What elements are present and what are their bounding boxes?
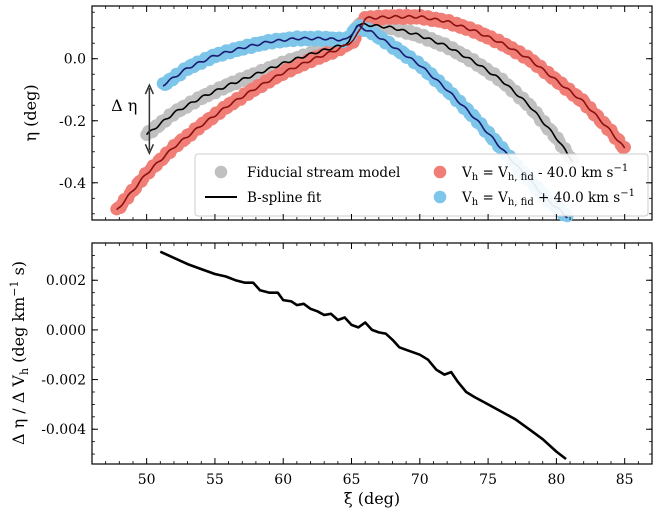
arrow-head-up [144, 83, 155, 95]
legend-box [194, 153, 649, 217]
y-tick-label: 0.000 [46, 323, 86, 339]
y-tick-label: -0.4 [59, 176, 86, 192]
derivative-line [159, 250, 567, 461]
delta-eta-annotation: Δ η [111, 83, 155, 156]
x-tick-label: 50 [138, 472, 156, 488]
legend: Fiducial stream model B-spline fit Vh = Vh… [194, 153, 649, 217]
x-tick-label: 55 [206, 472, 224, 488]
bottom-y-axis-label: Δ η / Δ Vh (deg km−1 s) [8, 261, 31, 445]
legend-marker-fiducial [214, 165, 228, 179]
legend-marker-vh-2 [433, 165, 447, 179]
fit-line-2 [162, 23, 568, 219]
x-axis-label: ξ (deg) [344, 489, 400, 508]
bottom-axis-ticks: 50 55 60 65 70 75 80 85 0.002 0.000 -0.002 -0.004 [41, 242, 653, 488]
fit-line-1 [116, 14, 626, 211]
arrow-head-down [144, 144, 155, 156]
y-tick-label: -0.002 [41, 373, 86, 389]
fit-line-0 [145, 22, 574, 163]
delta-eta-label: Δ η [111, 96, 137, 115]
top-y-axis-label: η (deg) [21, 84, 40, 141]
y-tick-label: -0.2 [59, 114, 86, 130]
y-tick-label: 0.0 [64, 52, 86, 68]
x-tick-label: 85 [616, 472, 634, 488]
x-tick-label: 65 [343, 472, 361, 488]
legend-label-fiducial: Fiducial stream model [247, 165, 400, 181]
legend-marker-vh-3 [433, 190, 447, 204]
top-axis-ticks: 0.0 -0.2 -0.4 [59, 6, 653, 220]
bottom-panel: 50 55 60 65 70 75 80 85 0.002 0.000 -0.002 -0.004 Δ… [8, 242, 653, 508]
top-panel: Δ η Fiducial stream model B-spline fit Vh … [21, 5, 653, 223]
legend-label-vh-2: Vh = Vh, fid - 40.0 km s−1 [461, 163, 628, 183]
bottom-derivative-line [159, 250, 567, 461]
y-tick-label: -0.004 [41, 422, 86, 438]
x-tick-label: 80 [547, 472, 565, 488]
legend-label-spline: B-spline fit [247, 190, 322, 206]
y-tick-label: 0.002 [46, 273, 86, 289]
legend-label-vh-3: Vh = Vh, fid + 40.0 km s−1 [461, 188, 635, 208]
bottom-plot-frame [91, 242, 653, 465]
x-tick-label: 60 [274, 472, 292, 488]
x-tick-label: 75 [479, 472, 497, 488]
x-tick-label: 70 [411, 472, 429, 488]
top-spline-fits [116, 14, 626, 219]
